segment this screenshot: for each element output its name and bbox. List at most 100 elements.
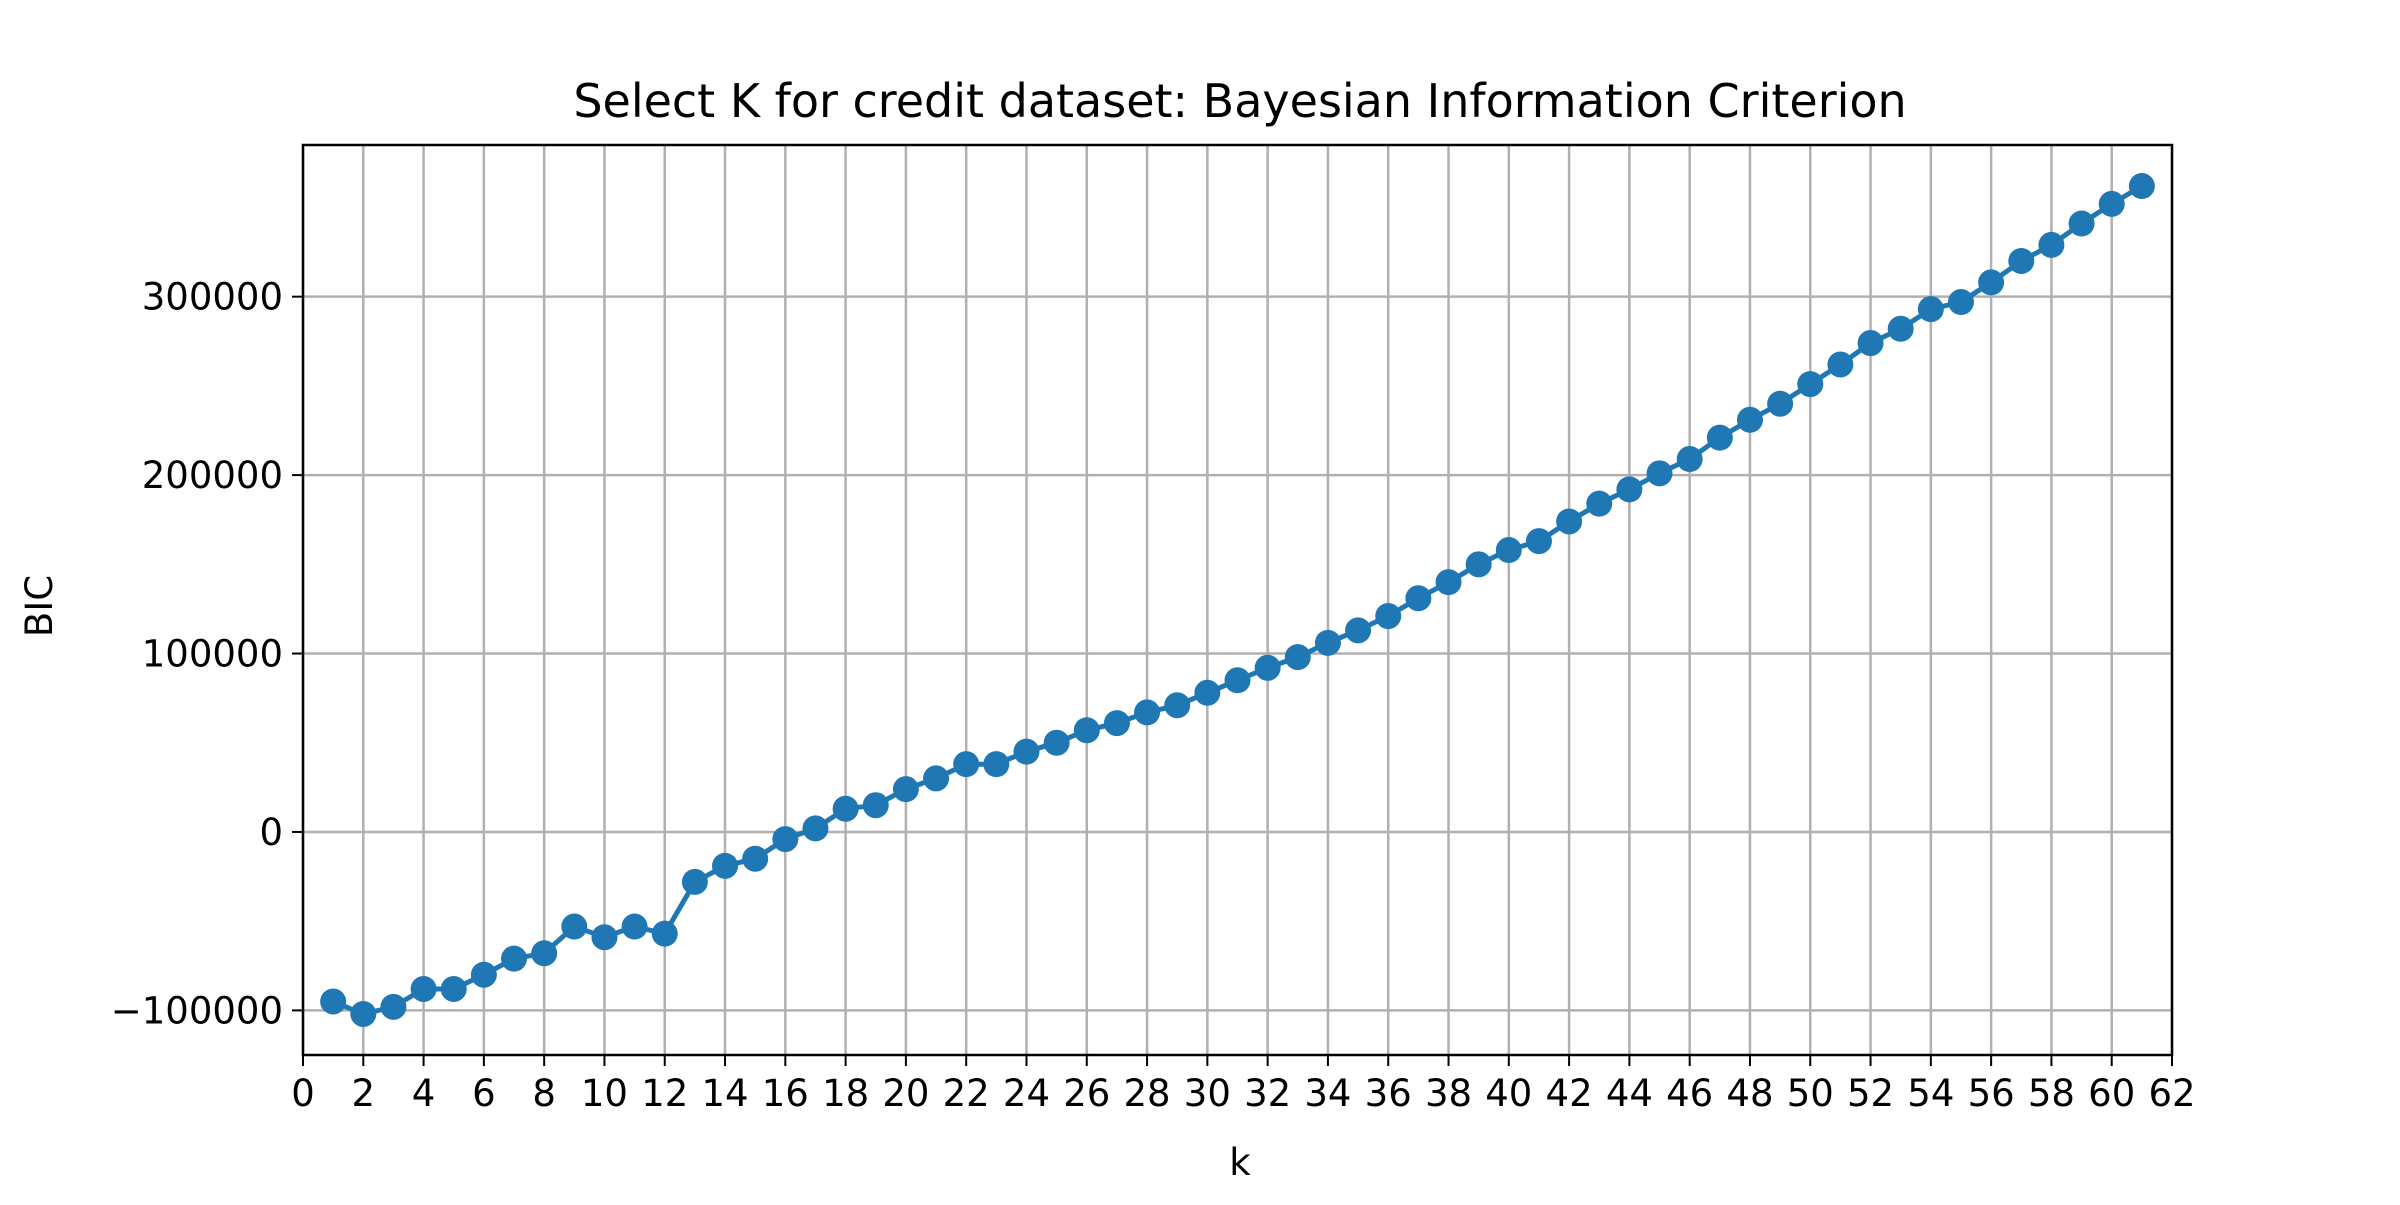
data-point	[591, 924, 618, 951]
data-point	[1887, 315, 1914, 342]
y-tick-label: 200000	[142, 454, 283, 497]
data-point	[1706, 424, 1733, 451]
data-point	[1435, 569, 1462, 596]
y-tick-label: 300000	[142, 276, 283, 319]
x-axis-label: k	[1229, 1141, 1251, 1184]
data-point	[1736, 406, 1763, 433]
x-tick-label: 2	[352, 1072, 376, 1115]
data-point	[1978, 269, 2005, 296]
data-point	[1013, 738, 1040, 765]
ticks: 0 2 4 6 8 10 12 14 16 18 20 22 24 26 28 30 32 34 36 38 40 42 4…	[111, 276, 2196, 1115]
data-point	[1586, 490, 1613, 517]
data-point	[1164, 692, 1191, 719]
x-tick-label: 48	[1726, 1072, 1773, 1115]
x-tick-label: 52	[1847, 1072, 1894, 1115]
data-point	[1676, 446, 1703, 473]
x-tick-label: 18	[822, 1072, 869, 1115]
x-tick-label: 44	[1606, 1072, 1653, 1115]
data-point	[651, 920, 678, 947]
data-point	[712, 852, 739, 879]
data-point	[802, 815, 829, 842]
data-point	[1495, 537, 1522, 564]
data-point	[2038, 231, 2065, 258]
data-point	[2068, 210, 2095, 237]
x-tick-label: 56	[1968, 1072, 2015, 1115]
data-point	[1857, 330, 1884, 357]
series-layer	[320, 173, 2155, 1027]
data-point	[1345, 617, 1372, 644]
data-point	[531, 940, 558, 967]
x-tick-label: 20	[882, 1072, 929, 1115]
x-tick-label: 46	[1666, 1072, 1713, 1115]
data-point	[1405, 585, 1432, 612]
data-point	[1043, 729, 1070, 756]
data-point	[410, 975, 437, 1002]
data-point	[1616, 476, 1643, 503]
data-point	[350, 1000, 377, 1027]
data-point	[1947, 289, 1974, 316]
data-point	[320, 988, 347, 1015]
data-point	[681, 868, 708, 895]
x-tick-label: 62	[2148, 1072, 2195, 1115]
grid	[301, 145, 2174, 1055]
data-point	[892, 776, 919, 803]
data-point	[1224, 667, 1251, 694]
x-tick-label: 60	[2088, 1072, 2135, 1115]
x-tick-label: 10	[581, 1072, 628, 1115]
data-point	[2098, 190, 2125, 217]
data-point	[953, 751, 980, 778]
data-point	[862, 792, 889, 819]
y-tick-label: 100000	[142, 633, 283, 676]
data-point	[1767, 390, 1794, 417]
data-point	[983, 751, 1010, 778]
x-tick-label: 24	[1003, 1072, 1050, 1115]
data-point	[1917, 296, 1944, 323]
x-tick-label: 6	[472, 1072, 496, 1115]
x-tick-label: 4	[412, 1072, 436, 1115]
data-point	[772, 826, 799, 853]
data-point	[1556, 508, 1583, 535]
x-tick-label: 36	[1365, 1072, 1412, 1115]
data-point	[1827, 351, 1854, 378]
x-tick-label: 14	[701, 1072, 748, 1115]
x-tick-label: 12	[641, 1072, 688, 1115]
x-tick-label: 28	[1124, 1072, 1171, 1115]
x-tick-label: 54	[1907, 1072, 1954, 1115]
data-point	[440, 975, 467, 1002]
x-tick-label: 0	[291, 1072, 315, 1115]
plot-frame	[301, 143, 2174, 1057]
x-tick-label: 16	[762, 1072, 809, 1115]
data-point	[2128, 173, 2155, 200]
data-point	[501, 945, 528, 972]
data-point	[832, 795, 859, 822]
y-axis-label: BIC	[18, 575, 61, 637]
x-tick-label: 30	[1184, 1072, 1231, 1115]
x-tick-label: 42	[1546, 1072, 1593, 1115]
data-point	[1134, 699, 1161, 726]
data-point	[621, 913, 648, 940]
data-point	[1314, 629, 1341, 656]
x-tick-label: 8	[532, 1072, 556, 1115]
data-point	[470, 961, 497, 988]
chart-title: Select K for credit dataset: Bayesian In…	[573, 74, 1906, 128]
data-point	[1646, 460, 1673, 487]
data-point	[1194, 679, 1221, 706]
data-point	[1465, 551, 1492, 578]
data-point	[2008, 247, 2035, 274]
data-point	[1103, 710, 1130, 737]
x-tick-label: 38	[1425, 1072, 1472, 1115]
y-tick-label: −100000	[111, 989, 283, 1032]
x-tick-label: 50	[1787, 1072, 1834, 1115]
data-point	[923, 765, 950, 792]
data-point	[380, 993, 407, 1020]
data-point	[1073, 717, 1100, 744]
data-point	[1284, 644, 1311, 671]
x-tick-label: 22	[943, 1072, 990, 1115]
x-tick-label: 58	[2028, 1072, 2075, 1115]
data-point	[561, 913, 588, 940]
x-tick-label: 34	[1304, 1072, 1351, 1115]
x-tick-label: 32	[1244, 1072, 1291, 1115]
data-point	[1254, 654, 1281, 681]
